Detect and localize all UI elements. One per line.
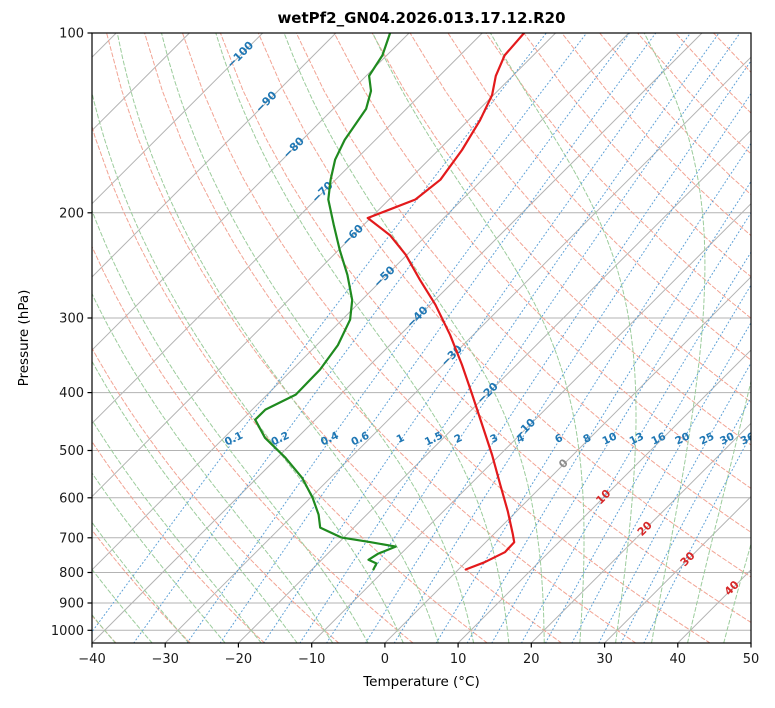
svg-text:36: 36: [739, 430, 757, 447]
dry-adiabats: [92, 33, 751, 643]
svg-text:400: 400: [59, 386, 84, 401]
plot-frame: [91, 32, 752, 644]
svg-text:−100: −100: [224, 39, 256, 71]
isotherm-grid: [92, 33, 751, 643]
svg-text:600: 600: [59, 491, 84, 506]
svg-text:700: 700: [59, 531, 84, 546]
svg-text:3: 3: [488, 432, 500, 446]
svg-text:0: 0: [381, 652, 389, 667]
svg-text:1: 1: [395, 432, 407, 446]
svg-text:900: 900: [59, 597, 84, 612]
svg-text:0.1: 0.1: [223, 430, 245, 449]
svg-text:30: 30: [678, 549, 698, 569]
svg-text:40: 40: [670, 652, 687, 667]
dewpoint-curve: [254, 33, 397, 571]
svg-text:30: 30: [718, 430, 736, 447]
svg-text:6: 6: [553, 432, 565, 446]
svg-text:10: 10: [600, 430, 618, 447]
moist-adiabats: [92, 33, 751, 643]
x-axis-label: Temperature (°C): [363, 674, 480, 690]
svg-text:1000: 1000: [51, 624, 84, 639]
svg-text:800: 800: [59, 566, 84, 581]
svg-text:20: 20: [523, 652, 540, 667]
svg-text:40: 40: [722, 578, 742, 598]
svg-text:50: 50: [743, 652, 760, 667]
svg-text:500: 500: [59, 444, 84, 459]
svg-text:200: 200: [59, 206, 84, 221]
svg-text:0.6: 0.6: [349, 430, 371, 449]
svg-text:30: 30: [596, 652, 613, 667]
svg-text:100: 100: [59, 27, 84, 42]
svg-text:1.5: 1.5: [423, 430, 445, 449]
x-tick-labels: −40 −30 −20 −10 0 10 20 30 40 50: [78, 643, 759, 667]
svg-text:−10: −10: [298, 652, 325, 667]
svg-text:−40: −40: [78, 652, 105, 667]
svg-text:8: 8: [581, 432, 593, 446]
svg-text:300: 300: [59, 312, 84, 327]
svg-text:10: 10: [450, 652, 467, 667]
svg-text:16: 16: [649, 430, 667, 447]
svg-text:13: 13: [628, 430, 646, 447]
svg-text:2: 2: [452, 432, 464, 446]
svg-text:4: 4: [515, 432, 527, 446]
mixing-ratio-lines: [92, 33, 751, 643]
svg-text:−30: −30: [151, 652, 178, 667]
pressure-gridlines: [92, 33, 751, 631]
temperature-curve: [366, 33, 526, 571]
svg-text:25: 25: [698, 430, 716, 447]
svg-text:−20: −20: [225, 652, 252, 667]
svg-text:20: 20: [673, 430, 691, 447]
chart-title: wetPf2_GN04.2026.013.17.12.R20: [277, 9, 566, 27]
y-tick-labels: 100 200 300 400 500 600 700 800 900 1000: [51, 27, 92, 639]
